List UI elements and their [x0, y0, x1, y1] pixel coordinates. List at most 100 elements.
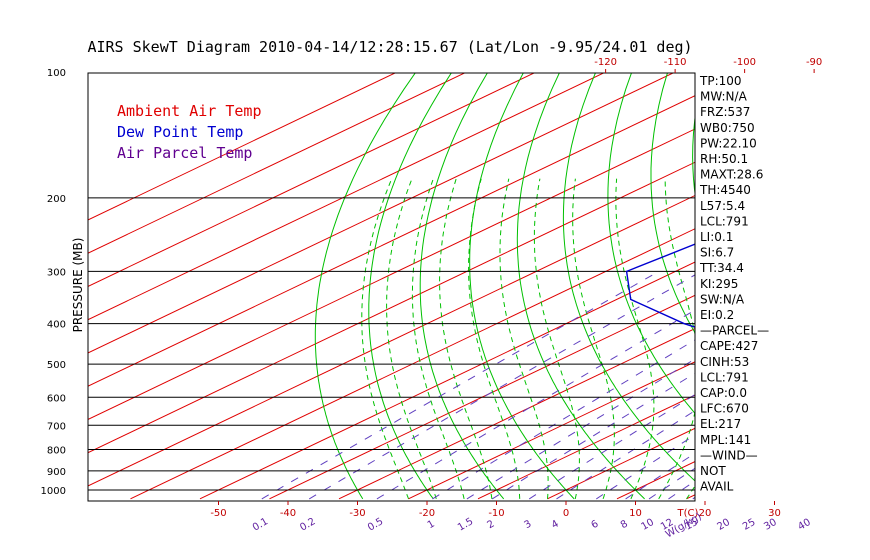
isotherm-line: [88, 73, 466, 254]
mixing-ratio-line: [491, 372, 695, 500]
isotherm-line: [88, 73, 536, 287]
index-label: CAPE:427: [700, 339, 758, 353]
index-label: MPL:141: [700, 433, 751, 447]
mixing-ratio-label: 3: [522, 518, 533, 531]
index-label: WB0:750: [700, 121, 755, 135]
mixing-ratio-label: 8: [619, 518, 630, 531]
isotherm-line: [338, 327, 695, 500]
moist-adiabat-line: [658, 178, 695, 500]
moist-adiabat-line: [499, 178, 549, 499]
pressure-tick-label: 300: [47, 267, 66, 278]
bottom-temp-tick-label: 10: [629, 508, 642, 519]
index-label: L57:5.4: [700, 199, 745, 213]
mixing-ratio-line: [772, 271, 870, 499]
moist-adiabat-line: [386, 178, 437, 500]
mixing-ratio-line: [308, 274, 695, 500]
index-label: LCL:791: [700, 370, 749, 384]
top-temp-tick-label: -100: [733, 57, 756, 68]
isotherm-line: [199, 261, 695, 500]
isotherm-line: [825, 53, 870, 499]
pressure-tick-label: 400: [47, 320, 66, 331]
index-label: TP:100: [699, 74, 742, 88]
legend-entry: Air Parcel Temp: [117, 144, 252, 162]
index-label: RH:50.1: [700, 152, 748, 166]
mixing-ratio-label: 25: [741, 517, 758, 533]
mixing-ratio-label: 10: [639, 517, 656, 533]
isotherm-line: [130, 228, 695, 500]
index-label: TH:4540: [699, 183, 751, 197]
index-label: CAP:0.0: [700, 386, 747, 400]
bottom-temp-tick-label: 0: [563, 508, 569, 519]
index-label: SI:6.7: [700, 246, 734, 260]
mixing-ratio-line: [261, 270, 660, 500]
index-label: PW:22.10: [700, 136, 757, 150]
index-label: AVAIL: [700, 480, 734, 494]
mixing-ratio-line: [432, 339, 695, 500]
isotherm-line: [88, 128, 695, 420]
bottom-temp-tick-label: -30: [349, 508, 365, 519]
moist-adiabat-line: [439, 178, 493, 499]
top-temp-tick-label: -110: [664, 57, 687, 68]
moist-adiabat-line: [826, 179, 870, 499]
mixing-ratio-line: [376, 309, 695, 500]
isotherm-line: [756, 53, 870, 499]
moist-adiabat-line: [770, 179, 870, 499]
index-label: LFC:670: [700, 402, 749, 416]
legend-entry: Ambient Air Temp: [117, 102, 262, 120]
x-axis-units: T(C): [677, 508, 699, 519]
index-label: EL:217: [700, 417, 741, 431]
moist-adiabat-line: [361, 178, 409, 500]
dry-adiabat-line: [650, 73, 695, 334]
mixing-ratio-label: 0.5: [366, 516, 385, 533]
dry-adiabat-line: [314, 73, 416, 500]
mixing-ratio-label: 2: [485, 518, 496, 531]
top-temp-tick-label: -90: [806, 57, 822, 68]
moist-adiabat-line: [742, 179, 870, 499]
moist-adiabat-line: [798, 179, 870, 499]
mixing-ratio-line: [668, 480, 695, 500]
mixing-ratio-label: 20: [715, 517, 732, 533]
mixing-ratio-label: 30: [762, 517, 779, 533]
legend-entry: Dew Point Temp: [117, 123, 243, 141]
index-label: SW:N/A: [700, 292, 745, 306]
moist-adiabat-line: [572, 178, 615, 500]
isotherm-line: [408, 361, 695, 500]
legend: Ambient Air Temp Dew Point Temp Air Parcel…: [117, 102, 262, 162]
index-label: MW:N/A: [700, 90, 748, 104]
dry-adiabat-line: [368, 73, 452, 500]
moist-adiabat-line: [468, 178, 521, 499]
mixing-ratio-label: 4: [550, 518, 561, 531]
moist-adiabat-line: [533, 178, 580, 500]
bottom-temp-tick-label: -20: [419, 508, 435, 519]
top-temp-tick-label: -120: [594, 57, 617, 68]
ambient-air-temp-line: [755, 72, 870, 490]
index-label: LI:0.1: [700, 230, 733, 244]
mixing-ratio-line: [648, 467, 695, 500]
plot-frame: [87, 72, 696, 502]
dry-adiabat-line: [811, 53, 870, 499]
dry-adiabat-line: [516, 73, 645, 500]
isotherm-line: [88, 73, 675, 354]
isotherm-line: [88, 194, 695, 487]
index-label: NOT: [700, 464, 726, 478]
index-label: TT:34.4: [699, 261, 744, 275]
index-label: FRZ:537: [700, 105, 750, 119]
pressure-tick-label: 200: [47, 194, 66, 205]
index-label: EI:0.2: [700, 308, 734, 322]
index-label: —PARCEL—: [700, 324, 769, 338]
index-label: LCL:791: [700, 214, 749, 228]
bottom-temp-tick-label: -10: [488, 508, 504, 519]
y-axis-label: PRESSURE (MB): [71, 238, 85, 333]
pressure-tick-label: 700: [47, 421, 66, 432]
mixing-ratio-line: [751, 271, 870, 499]
bottom-temp-tick-label: -50: [210, 508, 226, 519]
pressure-tick-label: 500: [47, 360, 66, 371]
dry-adiabat-line: [733, 53, 870, 499]
mixing-ratio-line: [466, 358, 695, 500]
isotherm-line: [88, 161, 695, 454]
pressure-tick-label: 1000: [41, 486, 66, 497]
plot-grid: [88, 53, 870, 500]
dry-adiabat-line: [419, 73, 505, 500]
index-label: CINH:53: [700, 355, 749, 369]
